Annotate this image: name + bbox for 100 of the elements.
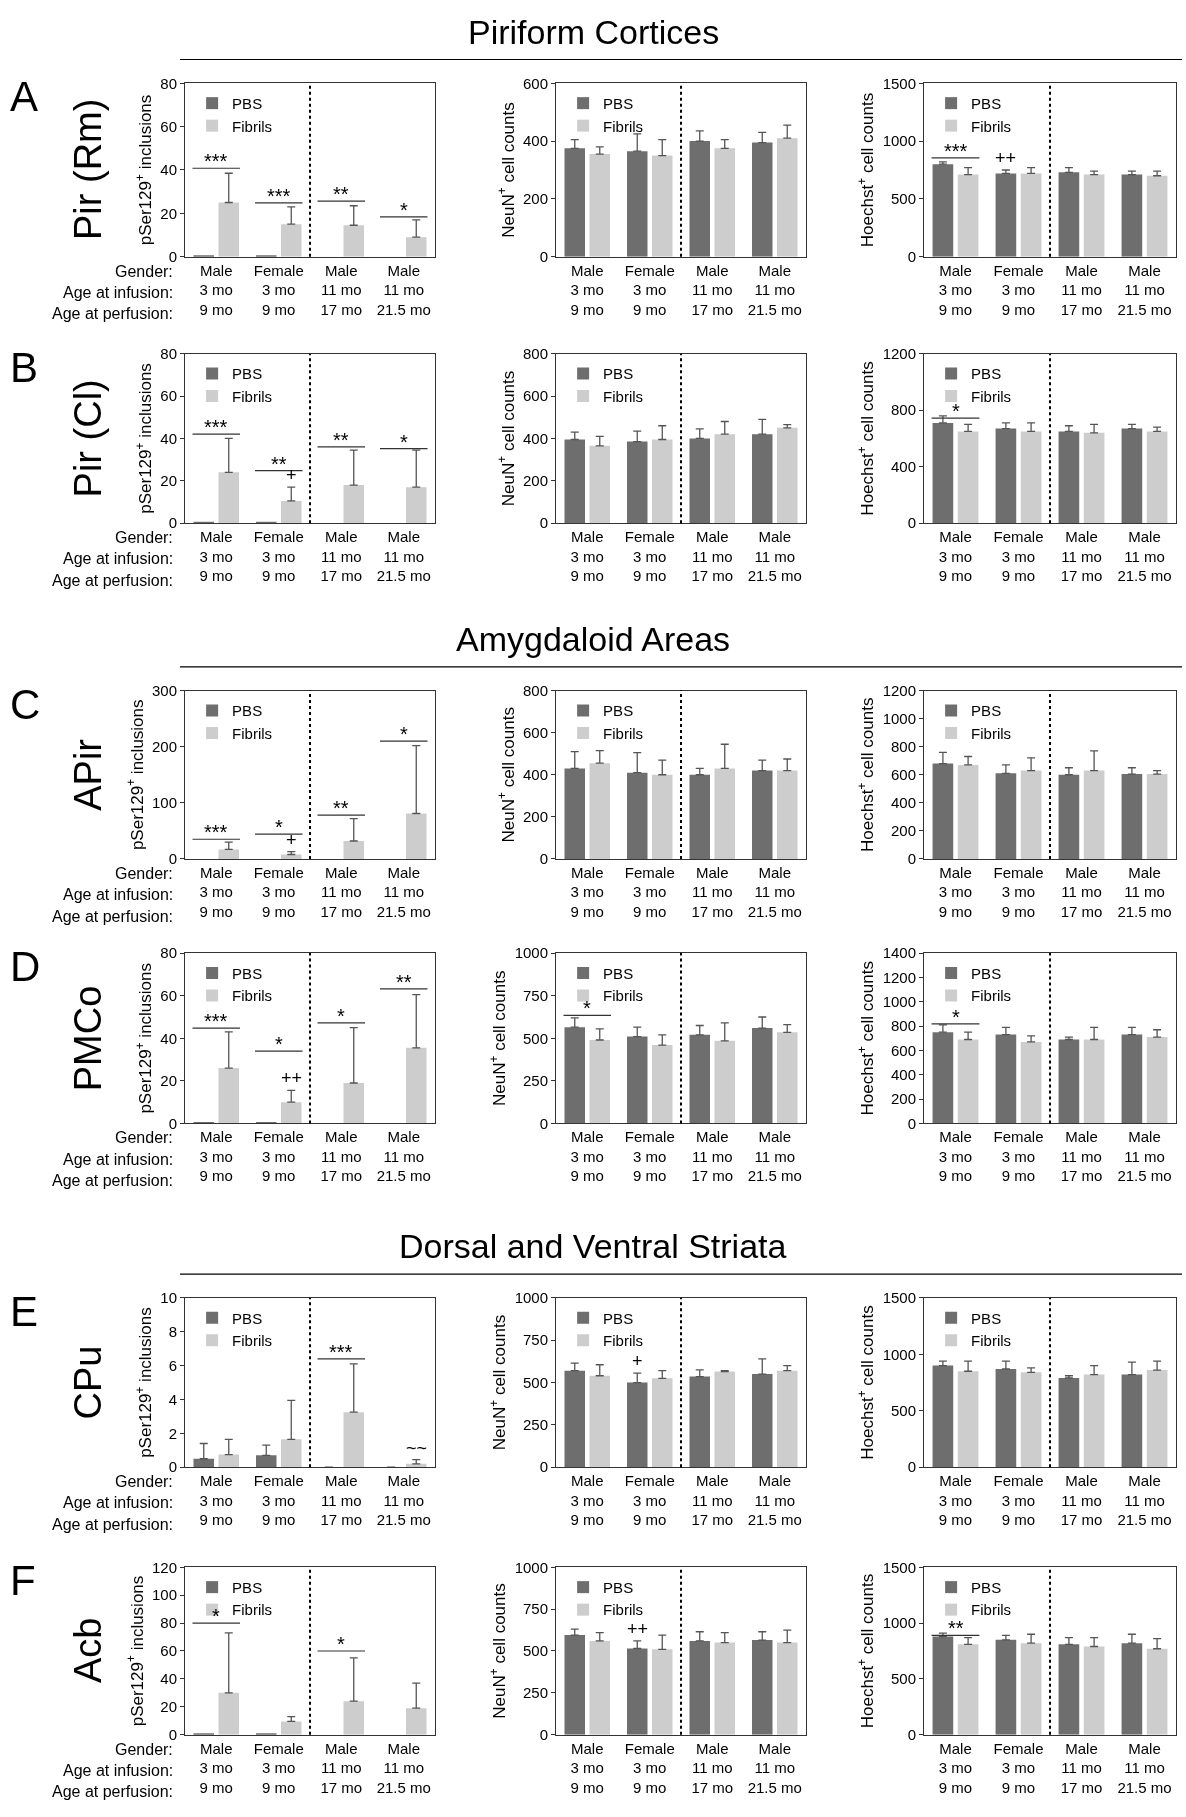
y-tick-label: 1200	[882, 968, 916, 986]
y-tick-label: 800	[890, 401, 916, 419]
y-tick-label: 1500	[882, 1558, 916, 1576]
x-tick-label: Female 3 mo 9 mo	[993, 863, 1044, 920]
legend-label: PBS	[232, 1578, 263, 1596]
x-tick-label: Female 3 mo 9 mo	[624, 1739, 675, 1796]
y-tick-label: 0	[907, 1725, 916, 1743]
legend-label: Fibrils	[971, 117, 1012, 135]
y-tick-label: 0	[907, 850, 916, 868]
legend-label: PBS	[971, 1309, 1002, 1327]
legend-label: Fibrils	[232, 117, 273, 135]
annotation: ***	[329, 1341, 353, 1363]
y-tick-label: 1500	[882, 1289, 916, 1307]
x-tick-label: Male 11 mo 17 mo	[691, 1472, 734, 1529]
y-tick-label: 400	[890, 1066, 916, 1084]
y-tick-label: 400	[890, 457, 916, 475]
text: Age at perfusion:	[52, 1172, 173, 1189]
y-tick-label: 60	[160, 986, 177, 1004]
legend-label: PBS	[232, 95, 263, 112]
x-tick-label: Female 3 mo 9 mo	[624, 528, 675, 585]
text: Gender:	[115, 1741, 173, 1758]
text: A	[10, 73, 39, 120]
text: Age at perfusion:	[52, 908, 173, 925]
y-tick-label: 0	[539, 1458, 548, 1476]
y-tick-label: 80	[160, 74, 177, 92]
y-tick-label: 800	[522, 681, 548, 699]
x-tick-label: Male 11 mo 17 mo	[691, 863, 734, 920]
legend-label: Fibrils	[603, 387, 644, 405]
y-tick-label: 200	[890, 1090, 916, 1108]
x-tick-label: Male 11 mo 17 mo	[320, 863, 363, 920]
x-tick-label: Female 3 mo 9 mo	[624, 863, 675, 920]
x-tick-label: Male 11 mo 21.5 mo	[747, 261, 802, 318]
x-tick-label: Male 11 mo 17 mo	[320, 1739, 363, 1796]
y-tick-label: 80	[160, 944, 177, 962]
y-tick-label: 250	[522, 1684, 548, 1702]
text: D	[10, 943, 41, 990]
y-tick-label: 0	[539, 1725, 548, 1743]
x-tick-label: Female 3 mo 9 mo	[993, 1472, 1044, 1529]
text: APir	[67, 738, 110, 811]
annotation: *	[337, 1633, 345, 1655]
x-tick-label: Male 3 mo 9 mo	[570, 261, 604, 318]
x-tick-label: Male 3 mo 9 mo	[199, 1128, 233, 1185]
data-label: +	[286, 465, 297, 485]
y-tick-label: 120	[151, 1558, 177, 1576]
x-tick-label: Male 11 mo 17 mo	[1060, 261, 1103, 318]
legend-label: PBS	[971, 365, 1002, 383]
x-tick-label: Female 3 mo 9 mo	[253, 528, 304, 585]
y-tick-label: 600	[522, 74, 548, 92]
x-tick-label: Male 3 mo 9 mo	[570, 528, 604, 585]
x-tick-label: Male 11 mo 21.5 mo	[376, 1472, 431, 1529]
y-tick-label: 500	[890, 1670, 916, 1688]
annotation: *	[212, 1605, 220, 1627]
y-tick-label: 500	[522, 1373, 548, 1391]
y-tick-label: 1000	[882, 1345, 916, 1363]
legend-label: Fibrils	[232, 987, 273, 1005]
y-tick-label: 1000	[882, 132, 916, 150]
y-tick-label: 600	[890, 766, 916, 784]
y-tick-label: 1000	[514, 944, 548, 962]
annotation: *	[275, 816, 283, 838]
x-tick-label: Female 3 mo 9 mo	[253, 1739, 304, 1796]
annotation: **	[396, 971, 412, 993]
x-tick-label: Male 11 mo 17 mo	[691, 1128, 734, 1185]
legend-label: Fibrils	[603, 987, 644, 1005]
text: Age at perfusion:	[52, 305, 173, 322]
y-tick-label: 40	[160, 1029, 177, 1047]
legend-label: Fibrils	[971, 987, 1012, 1005]
text: Age at infusion:	[63, 284, 174, 301]
y-tick-label: 0	[907, 514, 916, 532]
x-tick-label: Female 3 mo 9 mo	[253, 1128, 304, 1185]
legend-label: PBS	[232, 702, 263, 720]
y-tick-label: 400	[522, 766, 548, 784]
legend-label: PBS	[232, 964, 263, 982]
x-tick-label: Female 3 mo 9 mo	[993, 261, 1044, 318]
legend-label: PBS	[603, 95, 634, 112]
x-tick-label: Male 11 mo 21.5 mo	[376, 863, 431, 920]
x-tick-label: Male 3 mo 9 mo	[938, 528, 973, 585]
y-tick-label: 800	[890, 737, 916, 755]
y-tick-label: 60	[160, 387, 177, 405]
x-tick-label: Male 3 mo 9 mo	[199, 261, 233, 318]
annotation: ***	[204, 821, 228, 843]
x-tick-label: Male 11 mo 17 mo	[1060, 528, 1103, 585]
x-tick-label: Male 11 mo 21.5 mo	[1117, 261, 1172, 318]
text: Gender:	[115, 263, 173, 280]
text: Pir (Rm)	[67, 98, 110, 240]
y-tick-label: 0	[539, 514, 548, 532]
legend-label: Fibrils	[232, 1332, 273, 1350]
y-tick-label: 0	[907, 1458, 916, 1476]
text: C	[10, 681, 41, 728]
y-tick-label: 100	[151, 1586, 177, 1604]
x-tick-label: Male 11 mo 21.5 mo	[376, 1128, 431, 1185]
annotation: **	[333, 429, 349, 451]
annotation: *	[400, 723, 408, 745]
data-label: ++	[995, 148, 1017, 168]
data-label: +	[632, 1351, 643, 1371]
y-tick-label: 1200	[882, 344, 916, 362]
x-tick-label: Male 11 mo 17 mo	[1060, 1128, 1103, 1185]
text: Age at infusion:	[63, 550, 174, 567]
legend-label: Fibrils	[232, 387, 273, 405]
y-tick-label: 0	[539, 247, 548, 265]
x-tick-label: Female 3 mo 9 mo	[993, 528, 1044, 585]
